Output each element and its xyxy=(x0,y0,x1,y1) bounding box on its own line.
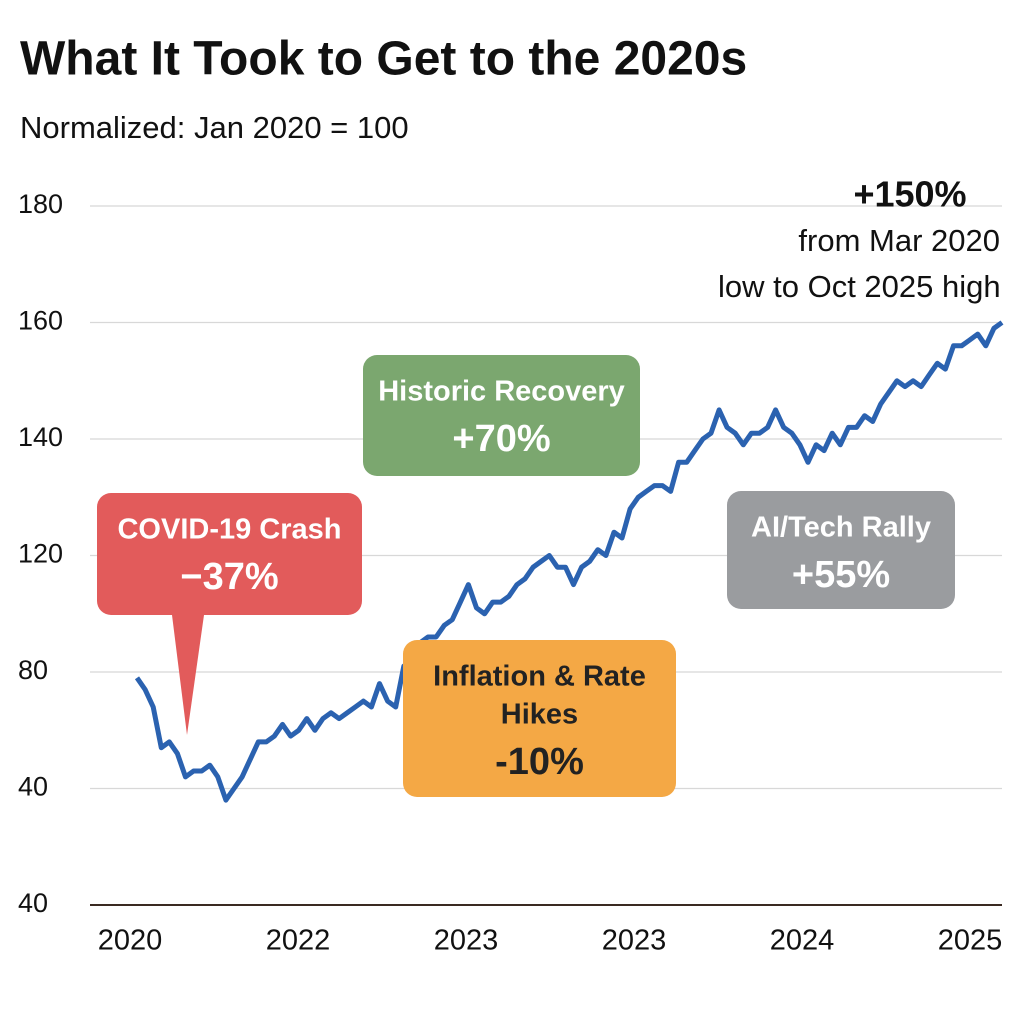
annotation: COVID-19 Crash −37% xyxy=(97,493,362,735)
annotation-value: −37% xyxy=(180,556,278,598)
callout-label: low to Oct 2025 high xyxy=(718,269,1001,304)
y-tick-label: 120 xyxy=(18,539,63,569)
y-tick-label: 160 xyxy=(18,306,63,336)
chart-subtitle: Normalized: Jan 2020 = 100 xyxy=(20,110,409,145)
x-tick-label: 2024 xyxy=(770,925,835,957)
callout-value: +150% xyxy=(853,174,966,215)
annotation-label: AI/Tech Rally xyxy=(751,512,931,544)
annotation: Inflation & Rate Hikes -10% xyxy=(403,640,676,797)
annotation: AI/Tech Rally +55% xyxy=(727,491,955,609)
annotation-pointer xyxy=(172,615,204,735)
y-tick-label: 80 xyxy=(18,655,48,685)
annotation-value: +55% xyxy=(792,554,890,596)
annotation-value: +70% xyxy=(452,418,550,460)
annotation-label: Hikes xyxy=(501,699,578,731)
annotation-box xyxy=(403,640,676,797)
annotation-label: Inflation & Rate xyxy=(433,661,646,693)
x-tick-label: 2025 xyxy=(938,925,1003,957)
annotation: Historic Recovery +70% xyxy=(363,355,640,476)
x-tick-label: 2022 xyxy=(266,925,331,957)
y-tick-label: 40 xyxy=(18,888,48,918)
annotation-box xyxy=(97,493,362,615)
annotation-box xyxy=(363,355,640,476)
annotation-label: COVID-19 Crash xyxy=(117,514,341,546)
annotation-value: -10% xyxy=(495,741,584,783)
annotation-label: Historic Recovery xyxy=(378,376,625,408)
callout-label: from Mar 2020 xyxy=(798,223,1000,258)
y-tick-label: 180 xyxy=(18,189,63,219)
x-tick-label: 2020 xyxy=(98,925,163,957)
y-tick-label: 140 xyxy=(18,422,63,452)
x-tick-label: 2023 xyxy=(434,925,499,957)
chart-title: What It Took to Get to the 2020s xyxy=(20,33,747,86)
annotation-box xyxy=(727,491,955,609)
data-line xyxy=(134,320,1004,803)
y-tick-label: 40 xyxy=(18,772,48,802)
x-tick-label: 2023 xyxy=(602,925,667,957)
